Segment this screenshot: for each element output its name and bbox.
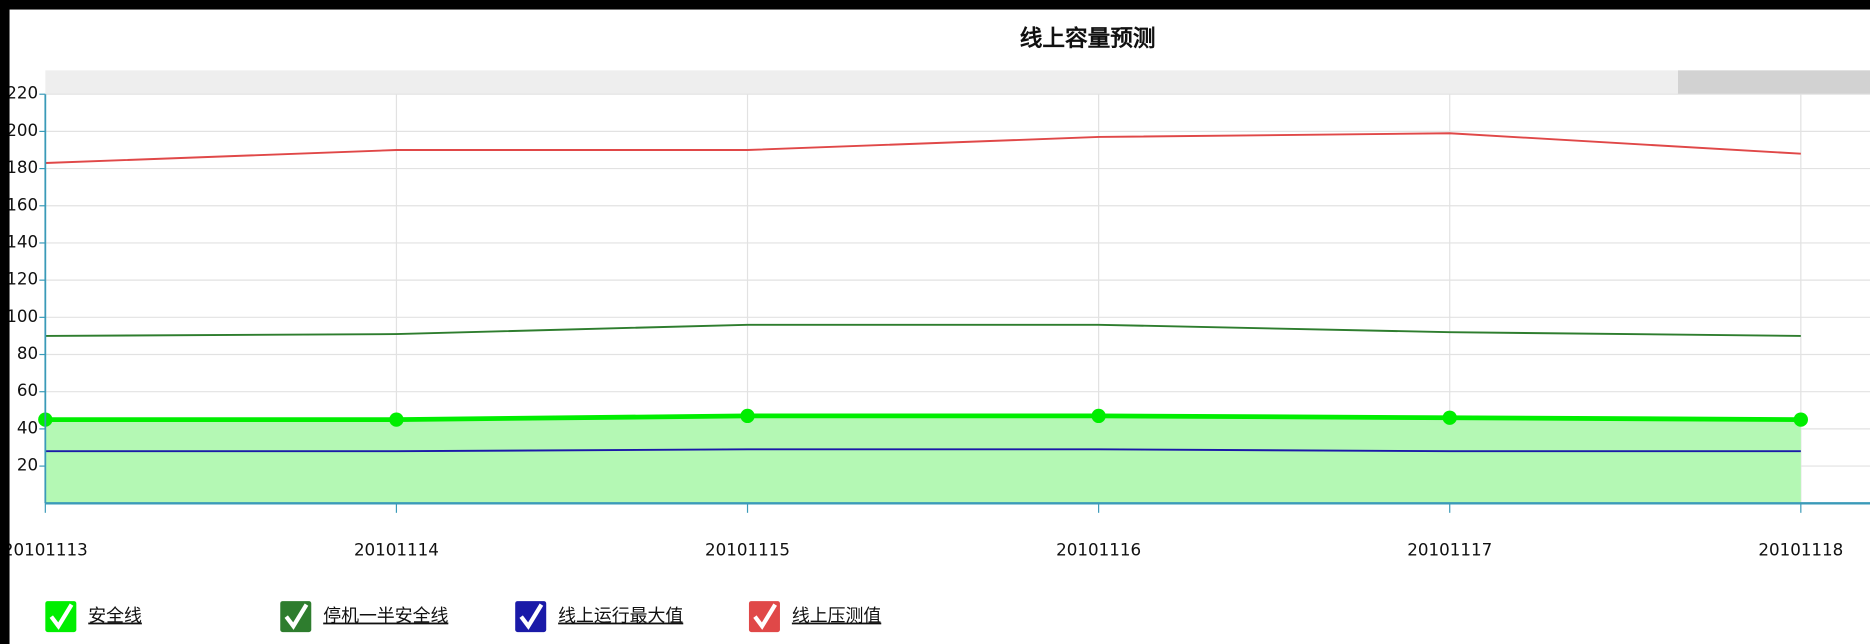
y-tick-label: 180	[6, 158, 38, 177]
legend-item[interactable]: 安全线	[45, 601, 142, 633]
scrollbar-thumb[interactable]	[1677, 70, 1870, 95]
series-marker	[1793, 412, 1808, 427]
x-tick-label: 20101114	[354, 540, 439, 559]
frame-top	[0, 0, 1870, 10]
series-marker	[740, 408, 755, 424]
legend-check[interactable]	[284, 603, 309, 630]
legend: 安全线 停机一半安全线 线上运行最大值 线上压测值	[45, 601, 882, 633]
plot: 20 40 60 80 100 120 140 160 180 200 220 20101113 201…	[3, 84, 1870, 559]
y-tick-label: 120	[6, 270, 38, 289]
scrollbar-track[interactable]	[45, 70, 1870, 95]
legend-label[interactable]: 停机一半安全线	[323, 606, 448, 627]
legend-check[interactable]	[753, 603, 777, 630]
legend-check[interactable]	[49, 603, 74, 630]
y-tick-label: 220	[6, 84, 38, 103]
series-line	[45, 323, 1801, 337]
legend-item[interactable]: 停机一半安全线	[280, 601, 448, 633]
legend-item[interactable]: 线上压测值	[748, 601, 882, 633]
y-tick-label: 40	[17, 418, 38, 437]
series-area	[45, 415, 1801, 504]
x-tick-label: 20101117	[1407, 540, 1492, 559]
x-tick-label: 20101115	[705, 540, 790, 559]
y-tick-label: 140	[6, 232, 38, 251]
y-tick-label: 160	[6, 195, 38, 214]
y-tick-label: 200	[6, 121, 38, 140]
series-marker	[1442, 410, 1457, 425]
frame-left	[0, 0, 10, 644]
y-tick-label: 60	[17, 381, 38, 400]
y-tick-label: 20	[17, 456, 38, 475]
x-tick-label: 20101116	[1056, 540, 1141, 559]
series-marker	[1091, 408, 1106, 424]
legend-item[interactable]: 线上运行最大值	[515, 601, 683, 633]
chart-title: 线上容量预测	[1020, 25, 1156, 52]
legend-label[interactable]: 安全线	[88, 606, 142, 627]
series-marker	[389, 412, 404, 427]
series-line	[45, 413, 1801, 422]
series-line	[45, 448, 1801, 453]
legend-label[interactable]: 线上运行最大值	[558, 606, 683, 627]
y-tick-label: 80	[17, 344, 38, 363]
series-line	[45, 132, 1801, 164]
y-tick-label: 100	[6, 307, 38, 326]
x-tick-label: 20101113	[3, 540, 88, 559]
x-tick-label: 20101118	[1758, 540, 1843, 559]
legend-label[interactable]: 线上压测值	[792, 606, 882, 627]
legend-check[interactable]	[519, 603, 544, 630]
